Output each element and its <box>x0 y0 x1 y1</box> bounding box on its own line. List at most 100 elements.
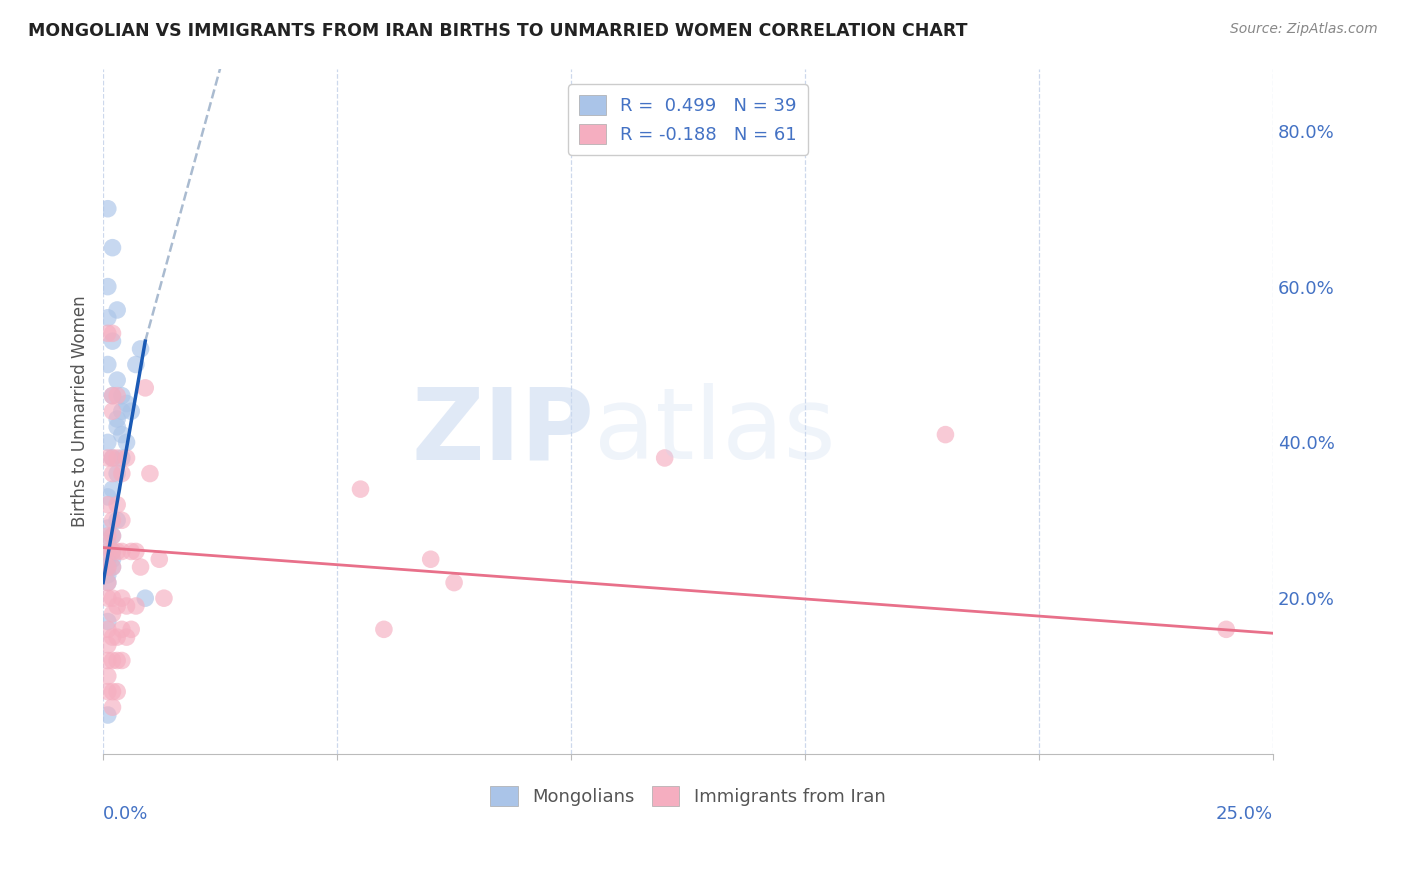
Point <box>111 653 134 667</box>
Point <box>105 653 128 667</box>
Point <box>101 450 124 465</box>
Point <box>105 303 128 318</box>
Text: MONGOLIAN VS IMMIGRANTS FROM IRAN BIRTHS TO UNMARRIED WOMEN CORRELATION CHART: MONGOLIAN VS IMMIGRANTS FROM IRAN BIRTHS… <box>28 22 967 40</box>
Point <box>105 373 128 387</box>
Point <box>97 575 120 590</box>
Point <box>97 591 120 606</box>
Point <box>105 544 128 558</box>
Point <box>105 513 128 527</box>
Point <box>105 599 128 613</box>
Point <box>101 560 124 574</box>
Point <box>97 202 120 216</box>
Point <box>129 560 152 574</box>
Point <box>120 404 142 418</box>
Point <box>101 700 124 714</box>
Text: Source: ZipAtlas.com: Source: ZipAtlas.com <box>1230 22 1378 37</box>
Point <box>97 552 120 566</box>
Point <box>101 450 124 465</box>
Point <box>125 599 148 613</box>
Point <box>111 591 134 606</box>
Point <box>101 544 124 558</box>
Point <box>97 615 120 629</box>
Point <box>97 358 120 372</box>
Point <box>97 529 120 543</box>
Point <box>111 450 134 465</box>
Point <box>97 560 120 574</box>
Point <box>101 607 124 621</box>
Point <box>111 513 134 527</box>
Point <box>349 482 371 496</box>
Point <box>101 684 124 698</box>
Point <box>105 412 128 426</box>
Point <box>97 326 120 341</box>
Point <box>101 482 124 496</box>
Text: 25.0%: 25.0% <box>1216 805 1272 823</box>
Point <box>120 544 142 558</box>
Point <box>101 334 124 348</box>
Point <box>654 450 676 465</box>
Point <box>115 435 138 450</box>
Point <box>97 536 120 550</box>
Point <box>97 498 120 512</box>
Point <box>97 435 120 450</box>
Legend: Mongolians, Immigrants from Iran: Mongolians, Immigrants from Iran <box>484 779 893 814</box>
Point <box>97 521 120 535</box>
Point <box>97 560 120 574</box>
Text: ZIP: ZIP <box>412 384 595 480</box>
Point <box>134 591 156 606</box>
Point <box>97 623 120 637</box>
Point <box>115 396 138 410</box>
Point <box>101 529 124 543</box>
Y-axis label: Births to Unmarried Women: Births to Unmarried Women <box>72 295 89 527</box>
Point <box>97 669 120 683</box>
Point <box>373 623 395 637</box>
Point <box>97 638 120 652</box>
Point <box>134 381 156 395</box>
Point <box>97 544 120 558</box>
Point <box>97 708 120 723</box>
Point <box>101 241 124 255</box>
Point <box>105 467 128 481</box>
Point <box>97 684 120 698</box>
Point <box>115 599 138 613</box>
Point <box>97 310 120 325</box>
Text: atlas: atlas <box>595 384 837 480</box>
Point <box>105 389 128 403</box>
Point <box>101 552 124 566</box>
Point <box>101 326 124 341</box>
Point <box>443 575 465 590</box>
Point <box>101 560 124 574</box>
Point <box>1215 623 1237 637</box>
Point <box>97 653 120 667</box>
Point <box>101 630 124 644</box>
Point <box>125 358 148 372</box>
Point <box>111 404 134 418</box>
Point <box>97 450 120 465</box>
Point <box>101 544 124 558</box>
Point <box>111 467 134 481</box>
Point <box>105 630 128 644</box>
Point <box>148 552 170 566</box>
Point <box>101 467 124 481</box>
Point <box>139 467 162 481</box>
Point <box>115 450 138 465</box>
Point <box>934 427 956 442</box>
Point <box>115 630 138 644</box>
Point <box>105 498 128 512</box>
Point <box>105 419 128 434</box>
Point <box>105 450 128 465</box>
Point <box>97 567 120 582</box>
Text: 0.0%: 0.0% <box>103 805 149 823</box>
Point <box>101 529 124 543</box>
Point <box>125 544 148 558</box>
Point <box>120 623 142 637</box>
Point <box>111 623 134 637</box>
Point <box>101 513 124 527</box>
Point <box>97 279 120 293</box>
Point <box>101 653 124 667</box>
Point <box>101 389 124 403</box>
Point <box>111 389 134 403</box>
Point <box>129 342 152 356</box>
Point <box>97 490 120 504</box>
Point <box>111 427 134 442</box>
